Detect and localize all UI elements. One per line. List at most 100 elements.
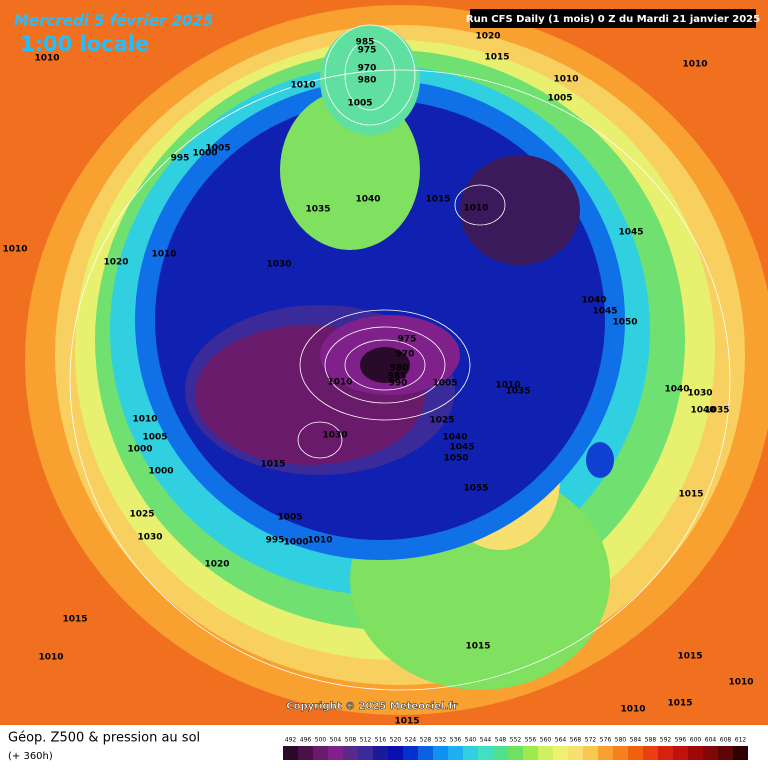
isobar-label: 1015	[425, 195, 450, 205]
isobar-label: 980	[390, 364, 409, 374]
isobar	[344, 39, 396, 111]
isobar-label: 1040	[581, 296, 606, 306]
isobar-label: 985	[388, 372, 407, 382]
colorbar-swatch	[703, 746, 718, 760]
colorbar-swatch	[658, 746, 673, 760]
isobar-label: 1010	[495, 381, 520, 391]
isobar-label: 1010	[682, 60, 707, 70]
colorbar-label: 580	[615, 737, 627, 744]
isobar-label: 1010	[728, 678, 753, 688]
run-box	[470, 9, 756, 28]
colorbar-swatch	[403, 746, 418, 760]
colorbar-swatch	[433, 746, 448, 760]
isobar	[69, 69, 731, 691]
colorbar-label: 516	[375, 737, 387, 744]
colorbar: 492 496 500 504 508 512 516 520 524 528 532 536 540 5…	[283, 737, 748, 760]
colorbar-swatch	[283, 746, 298, 760]
colorbar-label: 560	[540, 737, 552, 744]
isobar-label: 1050	[612, 318, 637, 328]
colorbar-swatch	[688, 746, 703, 760]
isobar	[454, 184, 506, 226]
isobar-labels: 9859759709801005101010101020101510101005…	[2, 32, 753, 727]
isobar-label: 1005	[347, 99, 372, 109]
isobar-label: 1010	[151, 250, 176, 260]
colorbar-swatch	[583, 746, 598, 760]
colorbar-label: 572	[585, 737, 597, 744]
colorbar-swatch	[448, 746, 463, 760]
colorbar-label: 564	[555, 737, 567, 744]
isobar-label: 1055	[463, 484, 488, 494]
colorbar-swatch	[613, 746, 628, 760]
isobar-label: 1015	[667, 699, 692, 709]
colorbar-swatch	[553, 746, 568, 760]
isobar-label: 975	[358, 46, 377, 56]
isobar-label: 1010	[290, 81, 315, 91]
colorbar-swatch	[568, 746, 583, 760]
colorbar-label: 532	[435, 737, 447, 744]
colorbar-label: 584	[630, 737, 642, 744]
isobar	[297, 421, 343, 459]
field-patch	[586, 442, 614, 478]
colorbar-label: 508	[345, 737, 357, 744]
isobar-label: 985	[356, 38, 375, 48]
isobar-label: 1035	[704, 406, 729, 416]
time: 1:00 locale	[20, 32, 149, 56]
colorbar-label: 496	[300, 737, 312, 744]
isobar-label: 1000	[192, 149, 217, 159]
colorbar-label: 576	[600, 737, 612, 744]
colorbar-label: 556	[525, 737, 537, 744]
isobar-label: 1010	[307, 536, 332, 546]
colorbar-swatch	[418, 746, 433, 760]
colorbar-swatch	[328, 746, 343, 760]
colorbar-label: 604	[705, 737, 717, 744]
isobar-label: 1010	[620, 705, 645, 715]
isobar	[344, 339, 426, 391]
colorbar-label: 568	[570, 737, 582, 744]
isobar-label: 1015	[677, 652, 702, 662]
colorbar-label: 492	[285, 737, 297, 744]
isobar-label: 1035	[305, 205, 330, 215]
colorbar-swatch	[373, 746, 388, 760]
isobar-label: 1040	[355, 195, 380, 205]
run-info: Run CFS Daily (1 mois) 0 Z du Mardi 21 j…	[466, 14, 760, 25]
colorbar-label: 592	[660, 737, 672, 744]
isobar-label: 990	[389, 379, 408, 389]
colorbar-swatch	[628, 746, 643, 760]
colorbar-swatch	[673, 746, 688, 760]
colorbar-swatch	[508, 746, 523, 760]
isobar-label: 1030	[687, 389, 712, 399]
isobar-label: 1005	[547, 94, 572, 104]
colorbar-swatch	[523, 746, 538, 760]
colorbar-swatch	[298, 746, 313, 760]
isobar-label: 1010	[132, 415, 157, 425]
isobar-label: 1020	[103, 258, 128, 268]
isobar-label: 1040	[690, 406, 715, 416]
isobar-label: 1015	[62, 615, 87, 625]
colorbar-label: 588	[645, 737, 657, 744]
isobar-label: 1010	[38, 653, 63, 663]
isobars	[69, 24, 731, 691]
isobar-label: 1035	[505, 387, 530, 397]
isobar-label: 1005	[142, 433, 167, 443]
colorbar-swatch	[463, 746, 478, 760]
isobar-label: 1045	[592, 307, 617, 317]
isobar	[324, 326, 446, 404]
isobar-label: 1015	[678, 490, 703, 500]
isobar-label: 1010	[2, 245, 27, 255]
isobar-label: 1030	[322, 431, 347, 441]
isobar-label: 1020	[204, 560, 229, 570]
field-patch	[320, 25, 420, 135]
colorbar-label: 596	[675, 737, 687, 744]
isobar-label: 1025	[429, 416, 454, 426]
isobar-label: 1045	[449, 443, 474, 453]
isobar-label: 1030	[266, 260, 291, 270]
colorbar-label: 600	[690, 737, 702, 744]
isobar-label: 1005	[205, 144, 230, 154]
isobar-label: 1005	[277, 513, 302, 523]
isobar-label: 995	[266, 536, 285, 546]
isobar-label: 970	[396, 350, 415, 360]
isobar-label: 1015	[394, 717, 419, 727]
isobar-label: 970	[358, 64, 377, 74]
field-patch	[360, 347, 410, 383]
